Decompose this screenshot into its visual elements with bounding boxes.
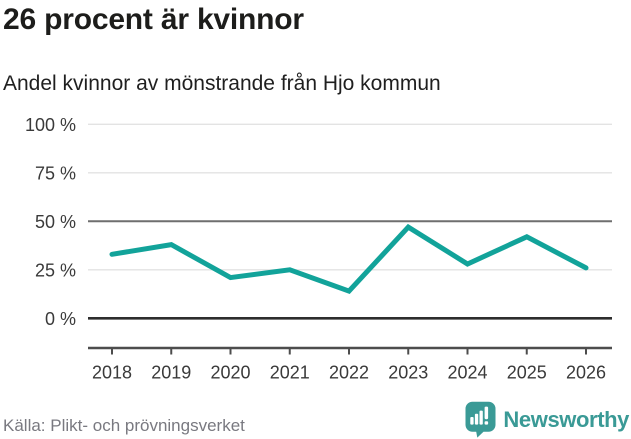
x-tick-label: 2023 xyxy=(388,363,428,383)
x-tick-label: 2026 xyxy=(566,363,606,383)
bar-chart-glyph xyxy=(470,406,489,425)
x-tick-label: 2019 xyxy=(151,363,191,383)
data-series-line xyxy=(109,223,589,295)
newsworthy-logo-text: Newsworthy xyxy=(503,406,629,432)
x-tick-label: 2025 xyxy=(507,363,547,383)
x-tick-label: 2021 xyxy=(270,363,310,383)
line-chart: 0 % 25 % 50 % 75 % 100 % 2018 2019 2020 2021 2022… xyxy=(25,115,612,383)
newsworthy-logo[interactable]: Newsworthy xyxy=(465,401,629,438)
x-tick-label: 2022 xyxy=(329,363,369,383)
x-tick-label: 2024 xyxy=(447,363,487,383)
y-tick-label: 100 % xyxy=(25,115,76,135)
source-note: Källa: Plikt- och prövningsverket xyxy=(3,416,245,435)
chart-title: 26 procent är kvinnor xyxy=(3,3,304,36)
y-tick-label: 75 % xyxy=(35,163,76,183)
chart-subtitle: Andel kvinnor av mönstrande från Hjo kom… xyxy=(3,72,441,95)
newsworthy-logo-icon xyxy=(465,401,496,438)
y-tick-label: 0 % xyxy=(45,309,76,329)
y-tick-label: 25 % xyxy=(35,260,76,280)
y-tick-label: 50 % xyxy=(35,212,76,232)
x-tick-label: 2020 xyxy=(210,363,250,383)
x-tick-label: 2018 xyxy=(92,363,132,383)
